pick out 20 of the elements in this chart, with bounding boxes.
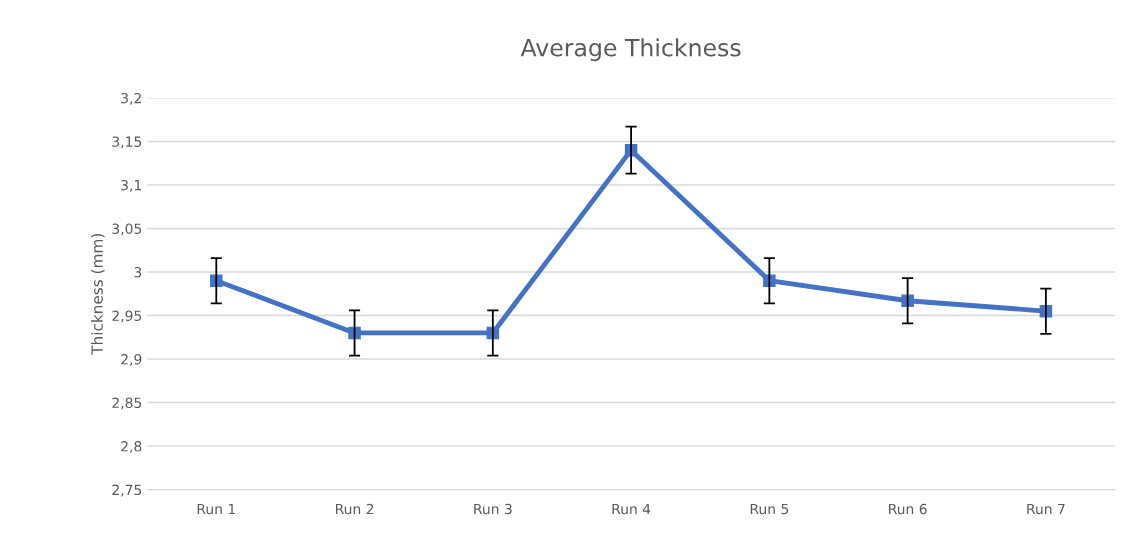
x-tick-label: Run 5 <box>750 503 789 515</box>
chart-title: Average Thickness <box>520 38 741 62</box>
y-tick-label: 2,8 <box>121 441 142 453</box>
y-tick-label: 3,15 <box>112 136 142 149</box>
x-tick-label: Run 3 <box>474 503 512 515</box>
x-tick-label: Run 2 <box>335 503 374 515</box>
y-tick-label: 2,95 <box>112 310 142 323</box>
y-tick-label: 3,2 <box>121 92 141 105</box>
y-tick-label: 3,05 <box>112 223 142 236</box>
x-tick-label: Run 1 <box>197 503 235 515</box>
y-tick-label: 3,1 <box>121 179 142 192</box>
y-axis-title: Thickness (mm) <box>91 234 105 355</box>
y-tick-label: 2,75 <box>112 484 142 497</box>
x-tick-label: Run 4 <box>612 503 651 515</box>
point <box>348 326 361 340</box>
x-tick-label: Run 6 <box>889 503 927 515</box>
y-tick-label: 3 <box>134 266 142 278</box>
y-tick-label: 2,85 <box>112 397 142 410</box>
x-tick-label: Run 7 <box>1027 503 1065 515</box>
y-tick-label: 2,9 <box>121 354 142 366</box>
